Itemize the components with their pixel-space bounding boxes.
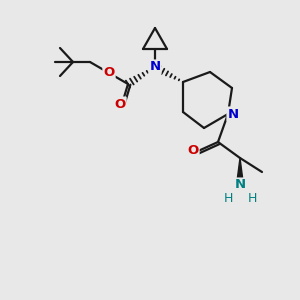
Text: O: O (114, 98, 126, 110)
Text: N: N (227, 107, 239, 121)
Text: H: H (247, 191, 257, 205)
Text: H: H (223, 191, 233, 205)
Text: N: N (149, 61, 161, 74)
Text: O: O (188, 145, 199, 158)
Polygon shape (236, 158, 244, 185)
Text: O: O (103, 65, 115, 79)
Text: N: N (234, 178, 246, 191)
